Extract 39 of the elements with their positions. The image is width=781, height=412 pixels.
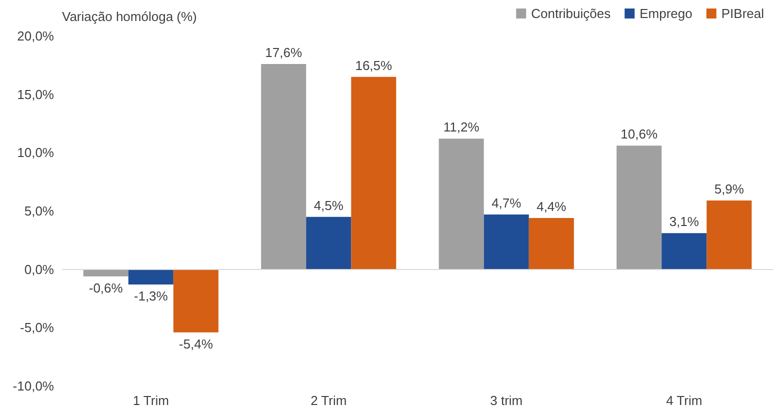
bar bbox=[616, 146, 662, 270]
data-label: 11,2% bbox=[443, 120, 480, 135]
y-tick-label: 10,0% bbox=[17, 145, 54, 160]
data-label: 3,1% bbox=[669, 214, 700, 230]
y-tick-label: 0,0% bbox=[24, 262, 54, 277]
bar bbox=[662, 233, 707, 270]
y-tick-label: -5,0% bbox=[20, 320, 54, 336]
bar bbox=[261, 64, 306, 270]
legend-label: Contribuições bbox=[531, 6, 612, 21]
y-tick-label: 5,0% bbox=[24, 204, 54, 218]
data-label: 5,9% bbox=[714, 182, 744, 196]
x-tick-label: 3 trim bbox=[490, 393, 523, 408]
data-label: 4,7% bbox=[492, 196, 522, 210]
y-tick-label: 15,0% bbox=[17, 86, 54, 102]
y-tick-label: 20,0% bbox=[17, 28, 54, 44]
bar bbox=[438, 138, 484, 270]
bar bbox=[351, 76, 396, 270]
legend-label: PIBreal bbox=[721, 6, 764, 21]
data-label: 4,5% bbox=[314, 198, 344, 213]
x-tick-label: 4 Trim bbox=[666, 393, 702, 408]
bar bbox=[706, 200, 752, 270]
legend-label: Emprego bbox=[640, 6, 692, 21]
bar bbox=[306, 216, 352, 270]
data-label: 10,6% bbox=[620, 126, 658, 142]
data-label: -1,3% bbox=[134, 288, 168, 304]
bar bbox=[83, 269, 128, 276]
bar bbox=[484, 214, 529, 270]
bar bbox=[528, 218, 574, 270]
x-tick-label: 1 Trim bbox=[132, 393, 169, 408]
data-label: -0,6% bbox=[88, 280, 124, 296]
bar bbox=[128, 269, 174, 284]
data-label: 16,5% bbox=[355, 58, 393, 73]
y-axis-title: Variação homóloga (%) bbox=[62, 9, 197, 24]
bar bbox=[173, 269, 218, 332]
x-tick-label: 2 Trim bbox=[310, 393, 347, 408]
y-tick-label: -10,0% bbox=[12, 378, 54, 394]
data-label: 4,4% bbox=[536, 199, 567, 214]
data-label: 17,6% bbox=[265, 45, 302, 60]
data-label: -5,4% bbox=[178, 336, 214, 352]
